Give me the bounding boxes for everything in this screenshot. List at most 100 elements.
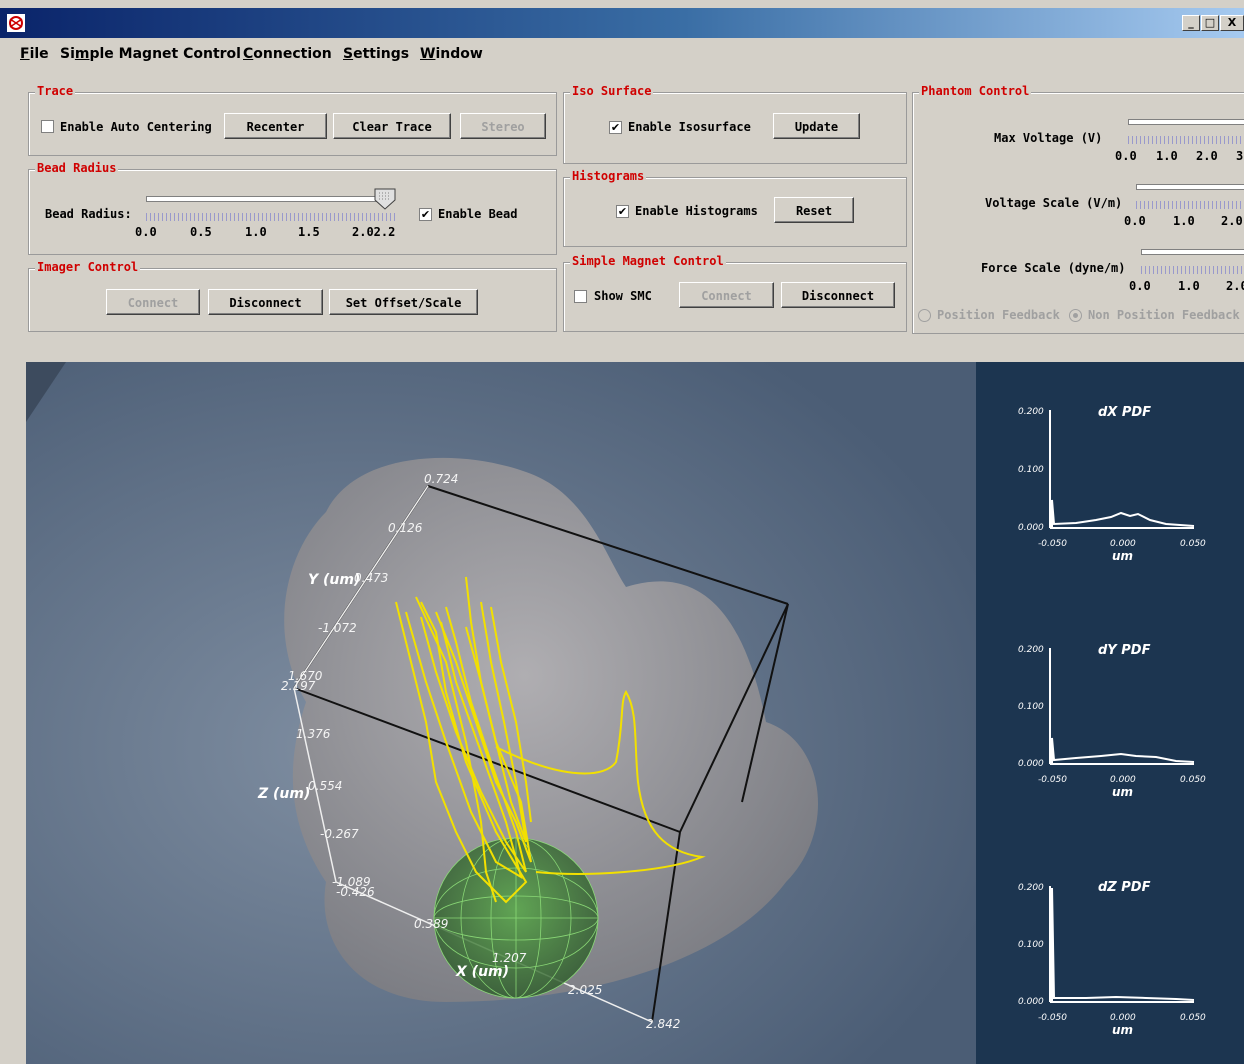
dz-xtick-0: -0.050 (1038, 1013, 1067, 1023)
menu-bar: File Simple Magnet Control Connection Se… (0, 38, 1244, 70)
bead-trace (395, 576, 706, 904)
dx-pdf-title: dX PDF (1098, 405, 1151, 420)
menu-settings[interactable]: Settings (343, 46, 410, 62)
iso-surface-title: Iso Surface (570, 84, 654, 98)
max-voltage-tick-3: 3 (1236, 149, 1244, 163)
menu-file[interactable]: File (20, 46, 49, 62)
dy-ytick-2: 0.000 (1018, 759, 1044, 769)
iso-surface-panel: Iso Surface ✔ Enable Isosurface Update (563, 84, 907, 164)
histograms-title: Histograms (570, 169, 647, 183)
title-bar: _ □ X (0, 8, 1244, 38)
axis-ticks: 0.724 0.126 0.473 -1.072 1.670 2.197 1.3… (281, 472, 680, 1031)
minimize-button[interactable]: _ (1182, 15, 1200, 31)
histograms-reset-button[interactable]: Reset (774, 197, 854, 223)
non-position-feedback-label: Non Position Feedback (1088, 308, 1240, 322)
imager-control-panel: Imager Control Connect Disconnect Set Of… (28, 260, 557, 332)
stereo-button[interactable]: Stereo (460, 113, 546, 139)
dx-pdf-chart: dX PDF 0.200 0.100 0.000 -0.050 0.000 0.… (1018, 405, 1206, 563)
dx-ytick-2: 0.000 (1018, 523, 1044, 533)
histograms-panel: Histograms ✔ Enable Histograms Reset (563, 169, 907, 247)
scene-canvas[interactable]: 0.724 0.126 0.473 -1.072 1.670 2.197 1.3… (26, 362, 1244, 1064)
x-axis-label: X (um) (455, 964, 509, 980)
dx-pdf-line (1051, 499, 1195, 528)
maximize-button[interactable]: □ (1201, 15, 1219, 31)
menu-window[interactable]: Window (420, 46, 483, 62)
max-voltage-tick-1: 1.0 (1156, 149, 1178, 163)
dy-pdf-title: dY PDF (1098, 643, 1151, 658)
voltage-scale-tick-0: 0.0 (1124, 214, 1146, 228)
max-voltage-label: Max Voltage (V) (994, 131, 1103, 145)
dz-xlabel: um (1112, 1023, 1133, 1037)
enable-isosurface-checkbox[interactable]: ✔ (609, 121, 622, 134)
update-button[interactable]: Update (773, 113, 860, 139)
dy-xlabel: um (1112, 785, 1133, 799)
dz-pdf-line (1051, 887, 1195, 1002)
imager-disconnect-button[interactable]: Disconnect (208, 289, 323, 315)
bead-tick-2: 1.0 (245, 225, 267, 239)
auto-centering-label: Enable Auto Centering (60, 120, 212, 134)
y-axis-label: Y (um) (308, 572, 360, 588)
max-voltage-tick-2: 2.0 (1196, 149, 1218, 163)
enable-bead-checkbox[interactable]: ✔ (419, 208, 432, 221)
y-tick-0: 0.724 (424, 472, 458, 486)
position-feedback-radio[interactable] (918, 309, 931, 322)
bead-tick-0: 0.0 (135, 225, 157, 239)
z-axis-label: Z (um) (257, 786, 310, 802)
menu-simple-magnet-control[interactable]: Simple Magnet Control (60, 46, 241, 62)
isosurface (284, 457, 819, 1002)
smc-disconnect-button[interactable]: Disconnect (781, 282, 895, 308)
z-tick-1: 0.554 (308, 779, 342, 793)
trace-title: Trace (35, 84, 76, 98)
app-icon (7, 14, 25, 32)
position-feedback-label: Position Feedback (937, 308, 1060, 322)
menu-connection[interactable]: Connection (243, 46, 332, 62)
bead-tick-3: 1.5 (298, 225, 320, 239)
show-smc-checkbox[interactable] (574, 290, 587, 303)
auto-centering-checkbox[interactable] (41, 120, 54, 133)
clear-trace-button[interactable]: Clear Trace (333, 113, 451, 139)
dy-xtick-0: -0.050 (1038, 775, 1067, 785)
bead-radius-track[interactable] (146, 196, 392, 202)
bead-radius-thumb[interactable] (374, 188, 396, 210)
dx-xlabel: um (1112, 549, 1133, 563)
dy-ytick-1: 0.100 (1018, 702, 1044, 712)
dx-xtick-0: -0.050 (1038, 539, 1067, 549)
dz-xtick-1: 0.000 (1110, 1013, 1136, 1023)
3d-viewport[interactable]: 0.724 0.126 0.473 -1.072 1.670 2.197 1.3… (26, 362, 1244, 1064)
bead-tick-1: 0.5 (190, 225, 212, 239)
dz-ytick-1: 0.100 (1018, 940, 1044, 950)
x-tick-2: 2.025 (568, 983, 602, 997)
bead-radius-title: Bead Radius (35, 161, 119, 175)
x-tick-3: 2.842 (646, 1017, 680, 1031)
non-position-feedback-radio[interactable] (1069, 309, 1082, 322)
phantom-control-panel: Phantom Control Max Voltage (V) 0.0 1.0 … (912, 84, 1244, 334)
z-tick-0: 1.376 (296, 727, 331, 741)
trace-panel: Trace Enable Auto Centering Recenter Cle… (28, 84, 557, 156)
enable-histograms-checkbox[interactable]: ✔ (616, 205, 629, 218)
imager-connect-button[interactable]: Connect (106, 289, 200, 315)
enable-isosurface-label: Enable Isosurface (628, 120, 751, 134)
dx-xtick-1: 0.000 (1110, 539, 1136, 549)
voltage-scale-tick-2: 2.0 (1221, 214, 1243, 228)
x-tick-0: 0.389 (414, 917, 448, 931)
dz-ytick-2: 0.000 (1018, 997, 1044, 1007)
z-tick-3: -1.089 (332, 875, 371, 889)
smc-connect-button[interactable]: Connect (679, 282, 774, 308)
max-voltage-slider[interactable] (1128, 119, 1244, 125)
y-tick-3: -1.072 (318, 621, 357, 635)
force-scale-slider[interactable] (1141, 249, 1244, 255)
close-button[interactable]: X (1220, 15, 1244, 31)
dx-xtick-2: 0.050 (1180, 539, 1206, 549)
show-smc-label: Show SMC (594, 289, 652, 303)
max-voltage-ticks (1128, 136, 1244, 144)
enable-bead-label: Enable Bead (438, 207, 518, 221)
dy-pdf-line (1051, 737, 1195, 764)
imager-control-title: Imager Control (35, 260, 141, 274)
bead-radius-panel: Bead Radius Bead Radius: 0.0 0.5 1.0 1.5… (28, 161, 557, 255)
recenter-button[interactable]: Recenter (224, 113, 327, 139)
voltage-scale-slider[interactable] (1136, 184, 1244, 190)
force-scale-ticks (1141, 266, 1244, 274)
force-scale-label: Force Scale (dyne/m) (981, 261, 1126, 275)
dy-pdf-chart: dY PDF 0.200 0.100 0.000 -0.050 0.000 0.… (1018, 643, 1206, 799)
set-offset-scale-button[interactable]: Set Offset/Scale (329, 289, 478, 315)
